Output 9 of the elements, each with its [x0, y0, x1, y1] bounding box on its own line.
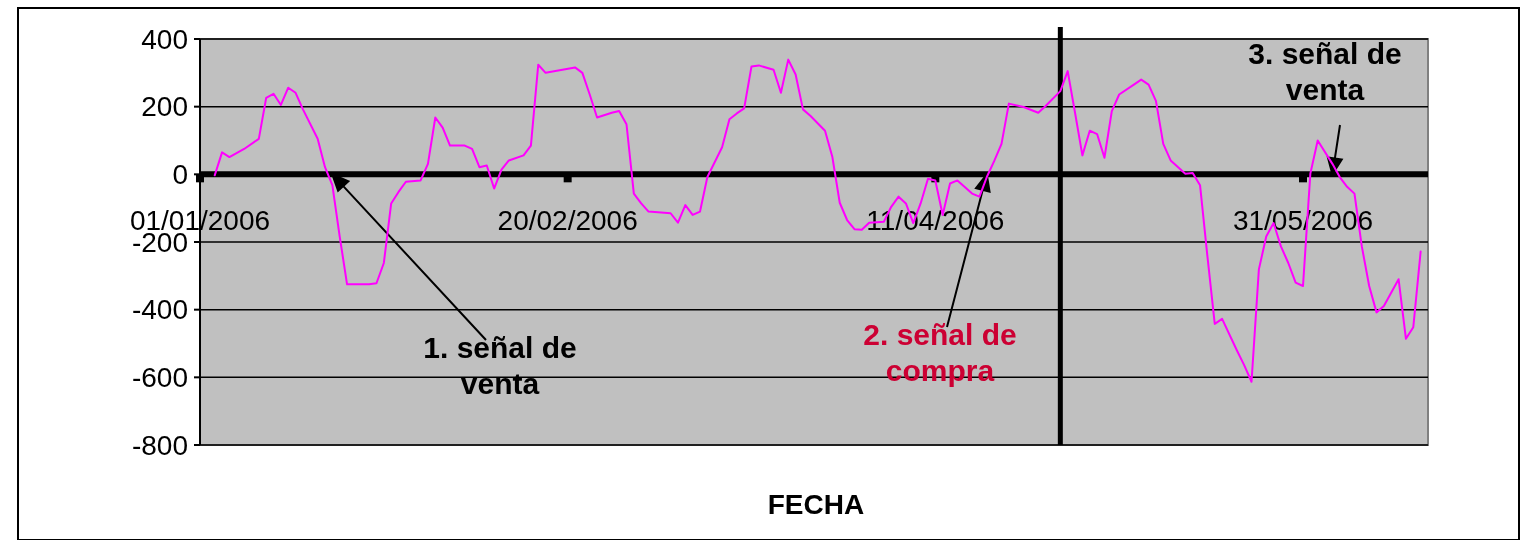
y-tick-label: -400: [131, 294, 188, 326]
y-tick-label: -800: [131, 429, 188, 461]
x-tick-label: 20/02/2006: [497, 205, 638, 237]
y-tick-label: -600: [131, 362, 188, 394]
y-tick-label: 200: [141, 91, 188, 123]
y-tick-label: 400: [141, 23, 188, 55]
annotation: 3. señal de venta: [1248, 37, 1402, 106]
y-tick-label: 0: [172, 159, 188, 191]
x-axis-title: FECHA: [767, 489, 865, 520]
